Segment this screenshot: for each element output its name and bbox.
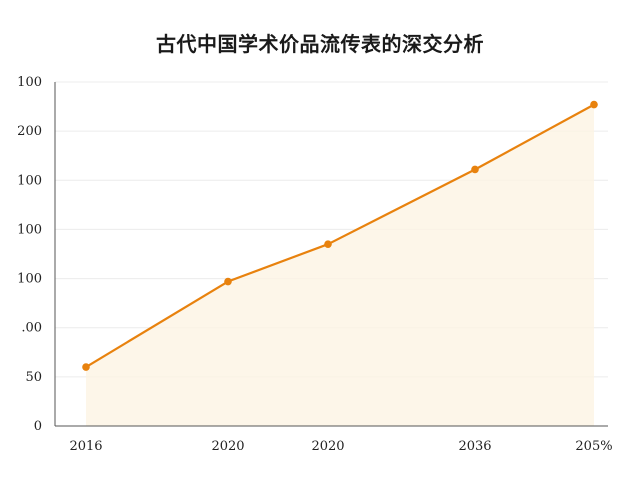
y-tick-label: 100 xyxy=(17,222,42,237)
data-points xyxy=(82,100,598,371)
data-point xyxy=(590,100,598,109)
y-tick-label: 50 xyxy=(25,370,42,385)
y-tick-label: 100 xyxy=(17,272,42,287)
x-tick-label: 2020 xyxy=(211,439,244,454)
data-point xyxy=(82,363,90,371)
y-tick-label: 200 xyxy=(17,124,42,139)
x-tick-label: 2020 xyxy=(311,439,344,454)
data-point xyxy=(471,165,479,174)
y-tick-labels: 0 50 .00 100 100 100 200 100 xyxy=(17,75,42,434)
data-point xyxy=(324,240,332,248)
y-tick-label: 100 xyxy=(17,75,42,90)
y-tick-label: 0 xyxy=(34,419,42,434)
x-tick-labels: 2016 2020 2020 2036 205% xyxy=(69,439,612,454)
x-tick-label: 2016 xyxy=(69,439,102,454)
chart-title: 古代中国学术价品流传表的深交分析 xyxy=(156,32,484,56)
x-tick-label: 2036 xyxy=(458,439,491,454)
y-tick-label: .00 xyxy=(21,321,42,336)
axes xyxy=(54,82,608,427)
area-fill xyxy=(86,104,594,426)
x-tick-label: 205% xyxy=(575,439,612,454)
data-point xyxy=(224,277,232,286)
y-tick-label: 100 xyxy=(17,173,42,188)
